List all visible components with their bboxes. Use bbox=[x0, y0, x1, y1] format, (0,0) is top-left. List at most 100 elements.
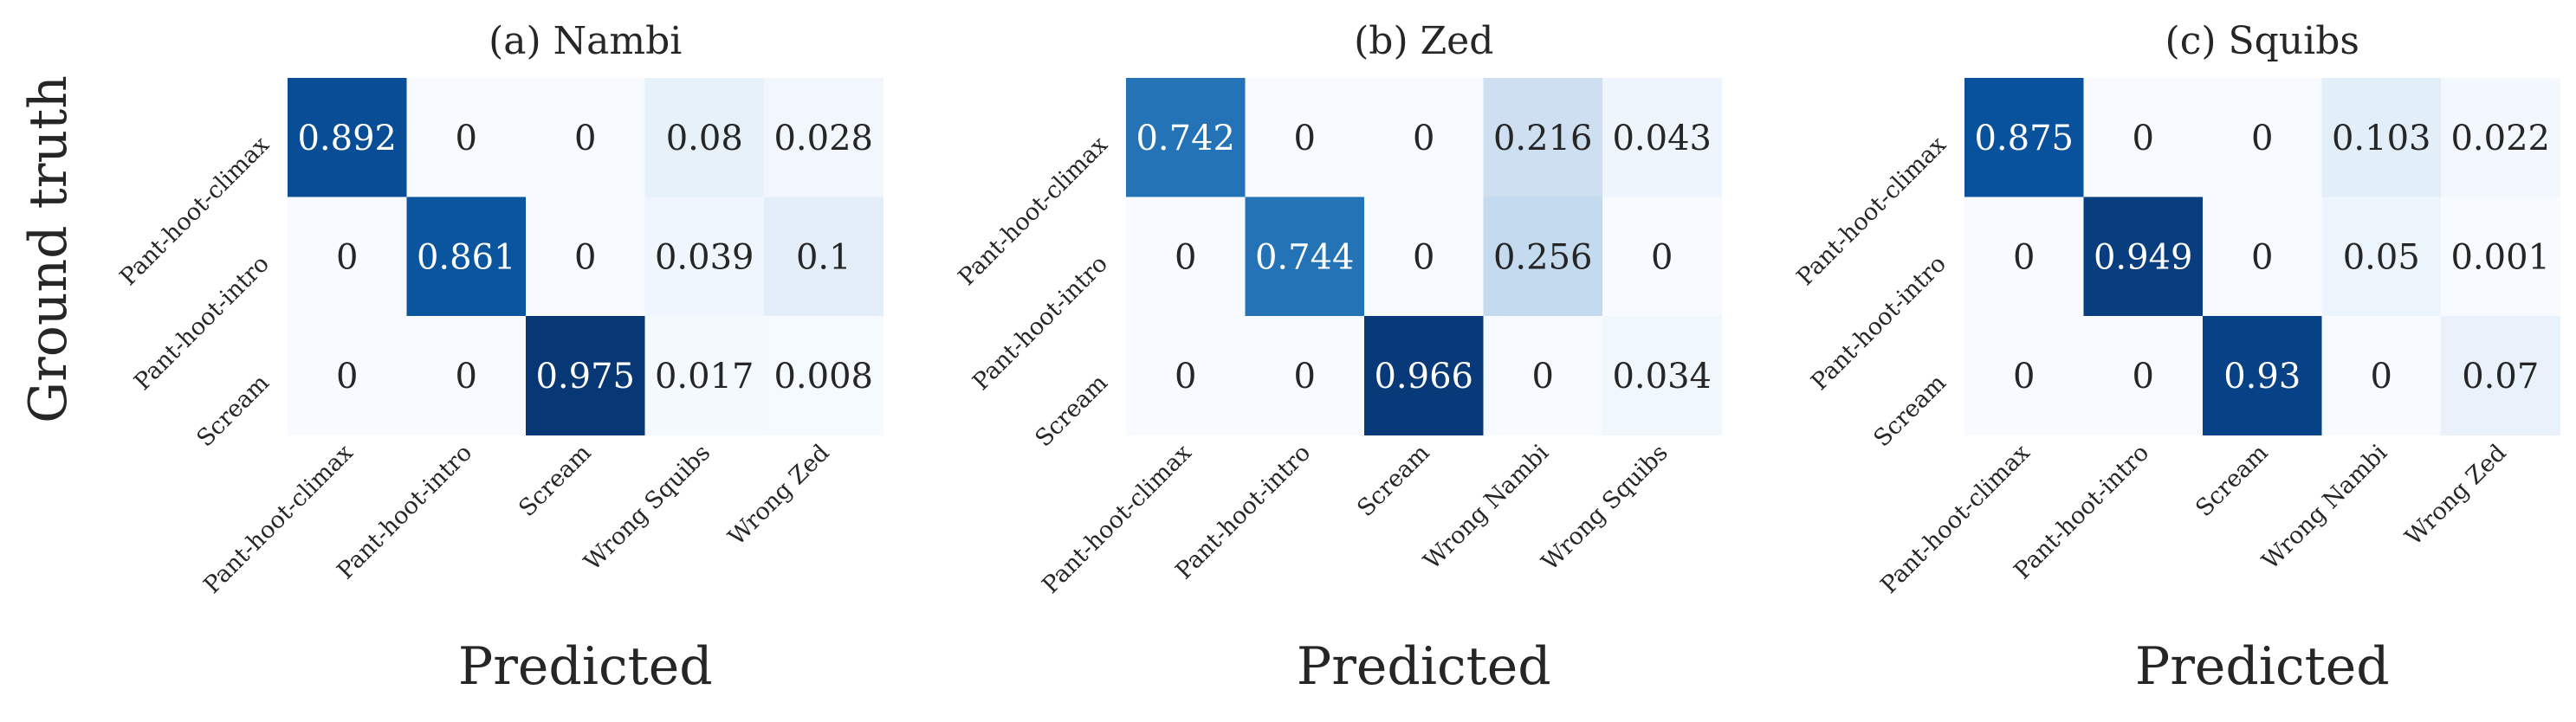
cell-value-label: 0 bbox=[2013, 357, 2035, 396]
heatmap-cell bbox=[644, 197, 765, 317]
heatmap-cell bbox=[1964, 197, 2084, 317]
cell-value-label: 0.744 bbox=[1255, 237, 1355, 277]
heatmap-cell bbox=[288, 316, 407, 435]
column-tick-label: Wrong Zed bbox=[2400, 440, 2512, 551]
column-tick-label: Scream bbox=[1352, 440, 1435, 523]
heatmap-cell bbox=[2441, 197, 2560, 317]
cell-value-label: 0.001 bbox=[2450, 237, 2550, 277]
panel-title: (a) Nambi bbox=[489, 19, 682, 63]
row-tick-label: Scream bbox=[1030, 370, 1113, 453]
column-tick-label: Pant-hoot-climax bbox=[1875, 440, 2035, 599]
cell-value-label: 0.05 bbox=[2343, 237, 2420, 277]
cell-value-label: 0.1 bbox=[796, 237, 851, 277]
cell-value-label: 0 bbox=[1175, 357, 1196, 396]
cell-value-label: 0 bbox=[336, 237, 358, 277]
cell-value-label: 0 bbox=[574, 237, 596, 277]
row-tick-label: Scream bbox=[1868, 370, 1951, 453]
cell-value-label: 0.216 bbox=[1493, 119, 1593, 158]
cell-value-label: 0.742 bbox=[1136, 119, 1235, 158]
heatmap-cell bbox=[1126, 316, 1246, 435]
column-tick-label: Wrong Nambi bbox=[1419, 439, 1555, 575]
cell-value-label: 0.861 bbox=[417, 237, 516, 277]
heatmap-cell bbox=[1602, 197, 1722, 317]
cell-value-label: 0.256 bbox=[1493, 237, 1593, 277]
heatmap-panels: (a) Nambi 0.892 0 0 0.08 0.028 0 0.861 0 0.039 0.1… bbox=[115, 19, 2560, 697]
heatmap-panel: (c) Squibs 0.875 0 0 0.103 0.022 0 0.949 0 0.05 0.… bbox=[1792, 19, 2560, 697]
column-tick-label: Wrong Nambi bbox=[2257, 439, 2393, 575]
heatmap-cell bbox=[2203, 316, 2322, 435]
cell-value-label: 0 bbox=[2013, 237, 2035, 277]
cell-value-label: 0.875 bbox=[1974, 119, 2074, 158]
heatmap-cell bbox=[2321, 197, 2442, 317]
column-tick-label: Scream bbox=[2191, 440, 2274, 523]
heatmap-cell bbox=[1245, 197, 1365, 317]
column-tick-label: Wrong Zed bbox=[723, 440, 835, 551]
heatmap-cell bbox=[764, 78, 883, 197]
heatmap-cell bbox=[288, 197, 407, 317]
heatmap-cell bbox=[1245, 316, 1365, 435]
heatmap-cell bbox=[2203, 78, 2322, 197]
cell-value-label: 0 bbox=[2371, 357, 2392, 396]
column-tick-label: Wrong Squibs bbox=[579, 440, 716, 577]
cell-value-label: 0 bbox=[574, 119, 596, 158]
heatmap-cell bbox=[1364, 316, 1484, 435]
heatmap-cell bbox=[2203, 197, 2322, 317]
heatmap-panel: (a) Nambi 0.892 0 0 0.08 0.028 0 0.861 0 0.039 0.1… bbox=[115, 19, 883, 697]
heatmap-cell bbox=[2083, 316, 2204, 435]
cell-value-label: 0.022 bbox=[2450, 119, 2550, 158]
heatmap-cell bbox=[288, 78, 407, 197]
heatmap-cell bbox=[2083, 78, 2204, 197]
cell-value-label: 0 bbox=[1175, 237, 1196, 277]
heatmap-cell bbox=[1126, 78, 1246, 197]
cell-value-label: 0.892 bbox=[297, 119, 397, 158]
heatmap-panel: (b) Zed 0.742 0 0 0.216 0.043 0 0.744 0 0.256 0 0 0 0… bbox=[954, 19, 1722, 697]
heatmap-cell bbox=[1364, 197, 1484, 317]
cell-value-label: 0.043 bbox=[1612, 119, 1712, 158]
cell-value-label: 0.039 bbox=[655, 237, 754, 277]
heatmap-cell bbox=[1245, 78, 1365, 197]
cell-value-label: 0 bbox=[2133, 119, 2154, 158]
heatmap-cell bbox=[1483, 316, 1603, 435]
cell-value-label: 0 bbox=[1413, 119, 1434, 158]
cell-value-label: 0.949 bbox=[2094, 237, 2193, 277]
heatmap-cell bbox=[1602, 316, 1722, 435]
heatmap-cell bbox=[526, 316, 645, 435]
heatmap-cell bbox=[406, 78, 527, 197]
cell-value-label: 0 bbox=[456, 119, 477, 158]
cell-value-label: 0 bbox=[1413, 237, 1434, 277]
panel-xlabel: Predicted bbox=[458, 636, 713, 697]
heatmap-cell bbox=[764, 316, 883, 435]
panel-title: (b) Zed bbox=[1354, 19, 1493, 63]
heatmap-cell bbox=[2321, 78, 2442, 197]
cell-value-label: 0 bbox=[1532, 357, 1554, 396]
cell-value-label: 0.017 bbox=[655, 357, 754, 396]
heatmap-cell bbox=[1483, 78, 1603, 197]
panel-xlabel: Predicted bbox=[1297, 636, 1551, 697]
heatmap-cell bbox=[526, 78, 645, 197]
column-tick-label: Wrong Squibs bbox=[1537, 440, 1673, 577]
heatmap-cell bbox=[2321, 316, 2442, 435]
heatmap-cell bbox=[1964, 316, 2084, 435]
heatmap-cell bbox=[1126, 197, 1246, 317]
cell-value-label: 0.07 bbox=[2462, 357, 2539, 396]
row-tick-label: Scream bbox=[191, 370, 275, 453]
cell-value-label: 0.93 bbox=[2223, 357, 2301, 396]
cell-value-label: 0 bbox=[1651, 237, 1673, 277]
cell-value-label: 0 bbox=[456, 357, 477, 396]
column-tick-label: Pant-hoot-climax bbox=[1037, 440, 1196, 599]
cell-value-label: 0 bbox=[2251, 119, 2273, 158]
heatmap-cell bbox=[764, 197, 883, 317]
heatmap-cell bbox=[2441, 316, 2560, 435]
column-tick-label: Pant-hoot-climax bbox=[198, 440, 358, 599]
heatmap-cell bbox=[1483, 197, 1603, 317]
heatmap-cell bbox=[1364, 78, 1484, 197]
cell-value-label: 0.008 bbox=[773, 357, 873, 396]
heatmap-cell bbox=[1602, 78, 1722, 197]
cell-value-label: 0 bbox=[2133, 357, 2154, 396]
cell-value-label: 0 bbox=[1294, 357, 1316, 396]
cell-value-label: 0 bbox=[2251, 237, 2273, 277]
heatmap-cell bbox=[406, 316, 527, 435]
cell-value-label: 0.028 bbox=[773, 119, 873, 158]
cell-value-label: 0 bbox=[1294, 119, 1316, 158]
